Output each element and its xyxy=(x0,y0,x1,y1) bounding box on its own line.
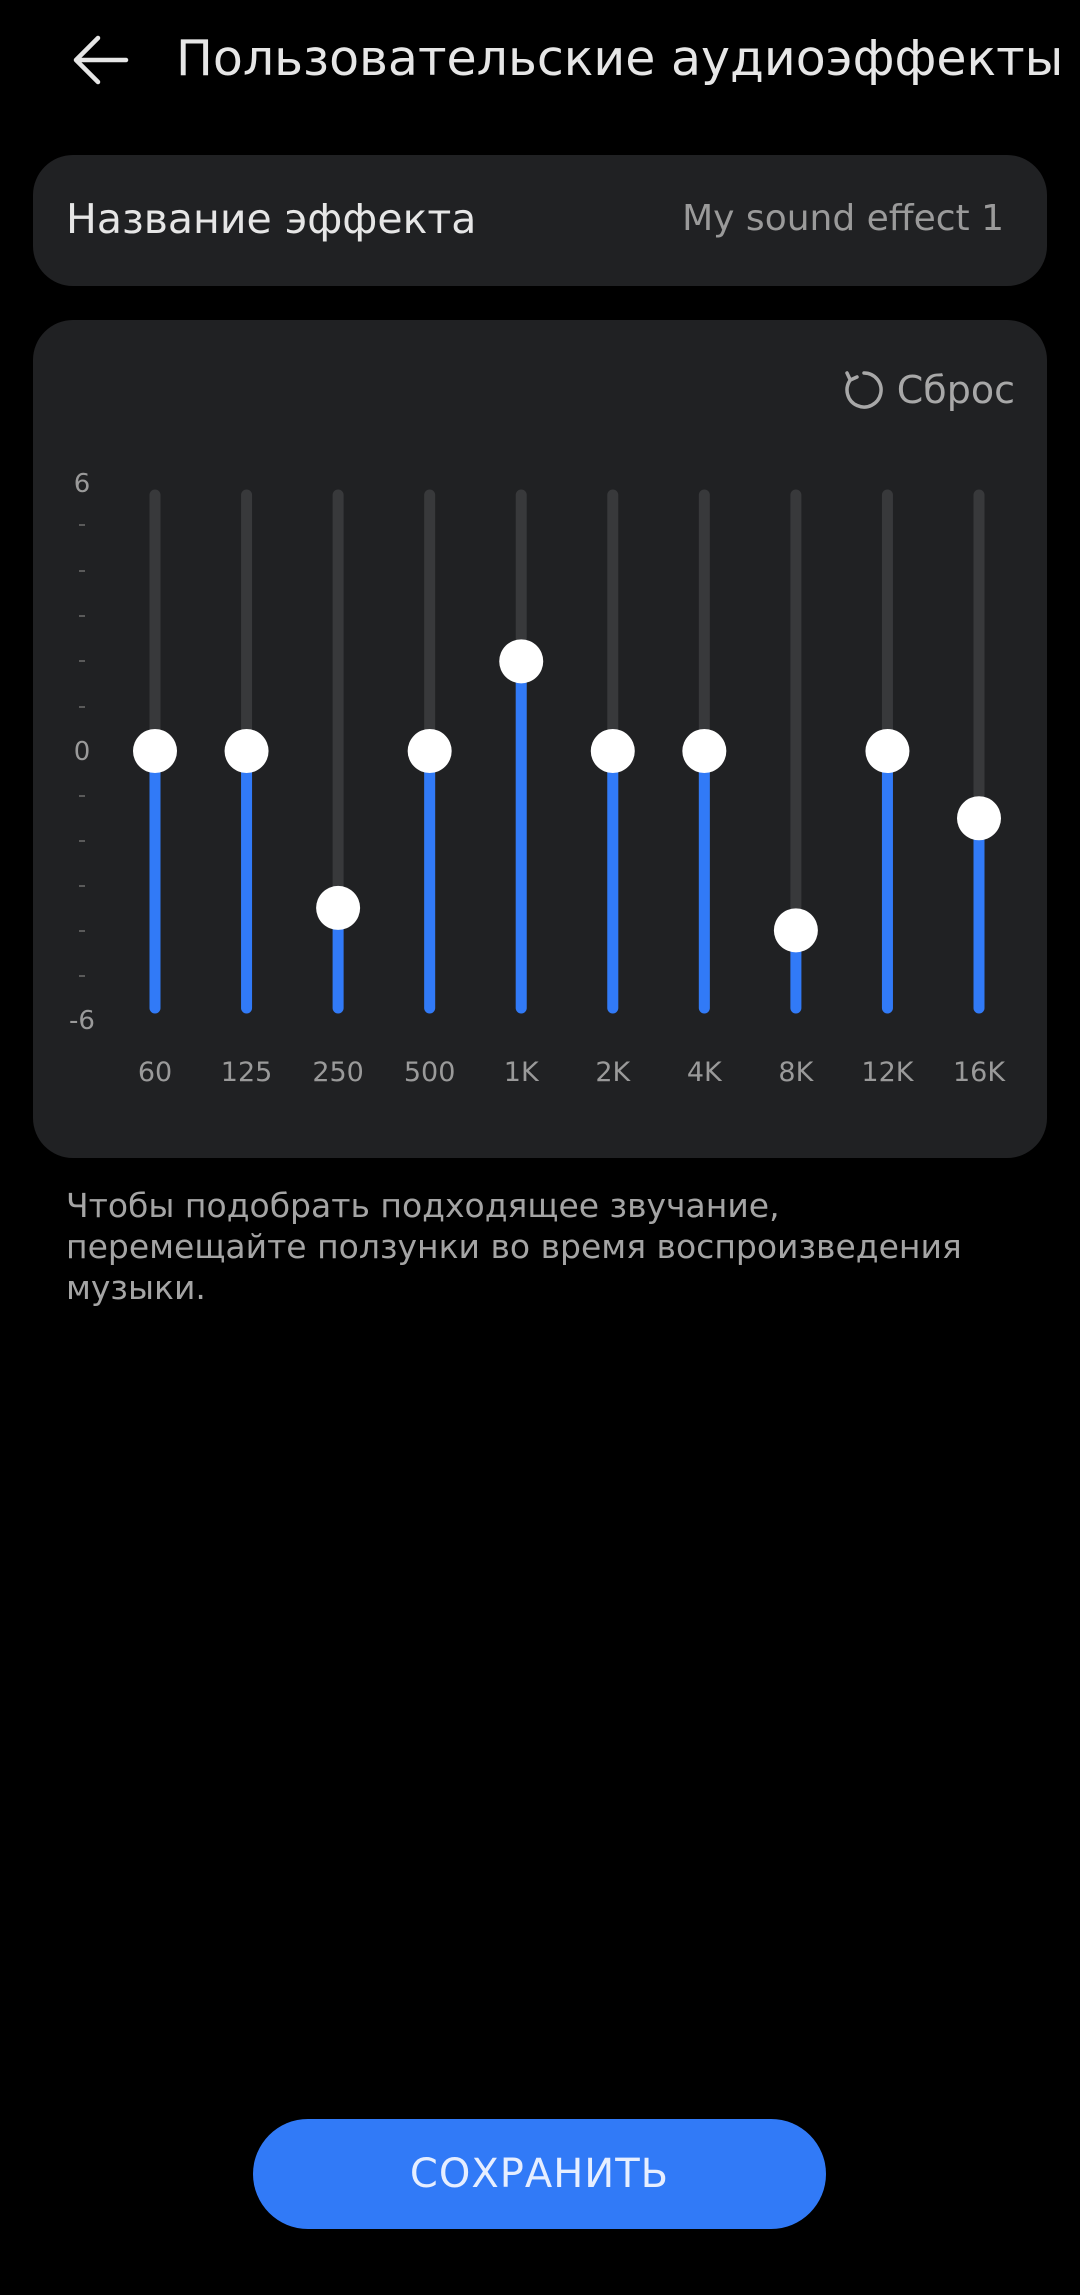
equalizer-sliders xyxy=(133,489,1001,1014)
scale-max-label: 6 xyxy=(73,469,91,499)
reset-icon xyxy=(845,371,883,409)
eq-slider-60[interactable] xyxy=(133,489,177,1014)
scale-min-label: -6 xyxy=(69,1006,95,1036)
eq-knob[interactable] xyxy=(133,729,177,773)
eq-slider-8k[interactable] xyxy=(773,489,818,1014)
reset-label: Сброс xyxy=(896,368,1015,412)
scale-tick xyxy=(79,885,85,887)
eq-knob[interactable] xyxy=(407,729,452,773)
scale-tick xyxy=(79,930,85,932)
eq-knob[interactable] xyxy=(499,639,544,684)
eq-knob[interactable] xyxy=(590,729,635,773)
eq-slider-500[interactable] xyxy=(407,489,452,1014)
eq-knob[interactable] xyxy=(957,796,1001,841)
scale-tick xyxy=(79,570,85,572)
freq-label-60: 60 xyxy=(137,1057,173,1088)
back-arrow-icon xyxy=(73,35,129,85)
freq-label-12k: 12K xyxy=(861,1057,914,1088)
page-title: Пользовательские аудиоэффекты xyxy=(176,30,1064,87)
scale-tick xyxy=(79,706,85,708)
reset-button[interactable]: Сброс xyxy=(843,360,1015,420)
scale-tick xyxy=(79,660,85,662)
eq-slider-250[interactable] xyxy=(316,489,361,1014)
hint-text: Чтобы подобрать подходящее звучание, пер… xyxy=(66,1186,962,1307)
effect-name-row[interactable]: Название эффекта My sound effect 1 xyxy=(33,155,1047,286)
eq-slider-12k[interactable] xyxy=(865,489,910,1014)
scale-mid-label: 0 xyxy=(73,737,91,767)
eq-knob[interactable] xyxy=(316,885,361,930)
freq-label-1k: 1K xyxy=(503,1057,539,1088)
eq-slider-2k[interactable] xyxy=(590,489,635,1014)
effect-name-value: My sound effect 1 xyxy=(682,198,1004,239)
effect-name-label: Название эффекта xyxy=(66,195,477,243)
eq-slider-4k[interactable] xyxy=(682,489,727,1014)
freq-label-8k: 8K xyxy=(778,1057,814,1088)
eq-knob[interactable] xyxy=(865,729,910,773)
back-button[interactable] xyxy=(60,20,140,100)
eq-knob[interactable] xyxy=(224,729,269,773)
scale-tick xyxy=(79,524,85,526)
save-button[interactable]: СОХРАНИТЬ xyxy=(253,2119,826,2229)
eq-slider-1k[interactable] xyxy=(499,489,544,1014)
eq-slider-16k[interactable] xyxy=(957,489,1001,1014)
scale-tick xyxy=(79,975,85,977)
scale-tick xyxy=(79,615,85,617)
freq-label-500: 500 xyxy=(403,1057,456,1088)
scale-tick xyxy=(79,840,85,842)
freq-label-2k: 2K xyxy=(595,1057,631,1088)
scale-tick xyxy=(79,795,85,797)
eq-knob[interactable] xyxy=(682,729,727,773)
freq-label-250: 250 xyxy=(312,1057,364,1088)
freq-label-125: 125 xyxy=(220,1057,273,1088)
freq-label-4k: 4K xyxy=(686,1057,722,1088)
eq-knob[interactable] xyxy=(773,908,818,953)
eq-slider-125[interactable] xyxy=(224,489,269,1014)
freq-label-16k: 16K xyxy=(952,1057,1006,1088)
equalizer-panel: Сброс 6 0 -6 60 125 250 500 1K 2K 4K 8K 12K 16K xyxy=(33,320,1047,1158)
